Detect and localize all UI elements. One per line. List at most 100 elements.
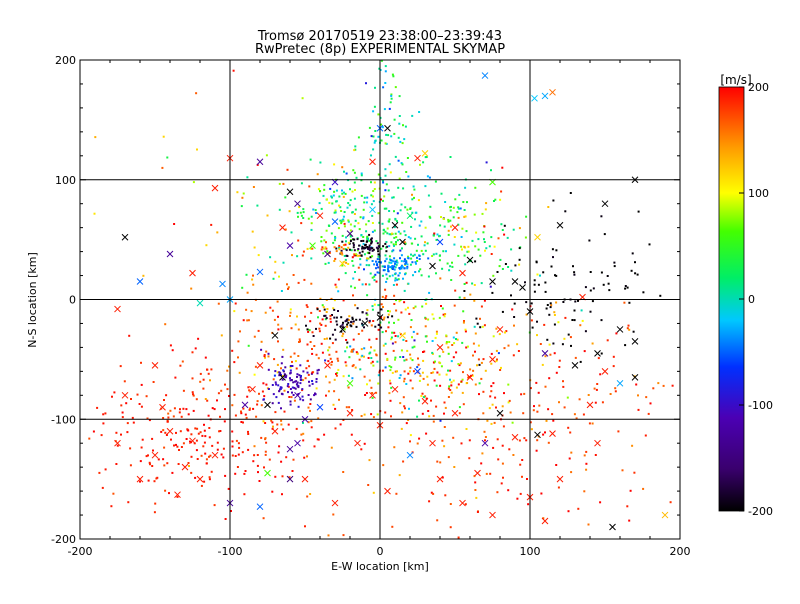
x-marker [339,260,346,267]
data-point [468,439,471,442]
data-point [92,430,95,433]
data-point [327,261,330,264]
data-point [363,326,365,329]
data-point [467,245,470,248]
data-point [452,379,455,382]
data-point [395,236,398,239]
data-point [196,148,198,151]
data-point [334,211,337,214]
data-point [375,354,378,357]
data-point [335,250,338,253]
data-point [313,345,316,347]
data-point [301,97,304,100]
data-point [246,176,249,179]
data-point [445,334,448,337]
data-point [433,367,436,370]
x-marker [346,230,354,237]
data-point [409,326,412,329]
data-point [403,405,406,408]
data-point [439,362,442,365]
data-point [367,246,370,249]
data-point [463,296,466,299]
data-point [307,421,310,424]
data-point [336,372,339,374]
data-point [411,359,414,362]
data-point [337,310,339,312]
data-point [570,344,572,347]
data-point [381,222,384,225]
data-point [398,115,401,117]
data-point [352,294,354,297]
data-point [427,318,430,321]
data-point [539,343,542,345]
data-point [366,313,369,316]
data-point [353,249,356,252]
data-point [475,496,478,499]
data-point [394,370,397,373]
data-point [315,353,318,356]
data-point [237,442,240,445]
data-point [394,279,397,282]
data-point [521,459,524,461]
data-point [345,172,348,175]
data-point [132,421,135,424]
data-point [354,304,357,307]
data-point [295,427,298,430]
data-point [239,330,241,333]
data-point [299,382,302,385]
data-point [295,367,298,370]
data-point [354,219,357,222]
data-point [318,330,321,333]
data-point [235,439,238,442]
data-point [600,352,603,355]
data-point [304,315,306,318]
data-point [430,399,432,402]
data-point [372,195,374,198]
data-point [258,480,261,482]
data-point [484,436,487,438]
data-point [426,340,428,343]
data-point [387,134,390,137]
data-point [216,231,219,234]
data-point [393,236,396,239]
data-point [361,311,364,314]
data-point [242,319,245,322]
data-point [551,248,554,251]
data-point [546,338,549,341]
data-point [381,265,384,268]
data-point [387,326,390,329]
data-point [338,248,341,251]
data-point [414,261,417,264]
data-point [231,440,234,443]
data-point [370,181,372,184]
data-point [296,315,298,318]
data-point [461,341,464,344]
data-point [366,309,369,312]
data-point [130,398,132,400]
data-point [327,534,330,537]
data-point [281,493,283,496]
data-point [393,226,396,229]
data-point [395,243,397,246]
data-point [569,431,572,434]
data-point [253,454,256,457]
data-point [573,319,576,322]
data-point [629,489,632,492]
data-point [536,334,538,337]
data-point [476,364,478,367]
x-marker [406,451,414,459]
data-point [448,341,451,343]
data-point [516,343,519,346]
data-point [349,235,352,238]
data-point [404,407,406,410]
data-point [411,346,414,349]
data-point [323,433,326,436]
data-point [329,317,332,320]
data-point [326,198,328,201]
data-point [468,457,471,460]
data-point [379,69,382,71]
data-point [197,432,200,435]
data-point [394,277,397,280]
data-point [383,207,386,210]
data-point [363,375,366,378]
